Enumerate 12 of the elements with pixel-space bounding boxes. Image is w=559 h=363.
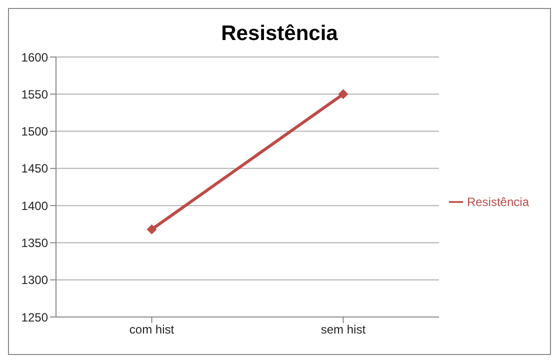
y-tick-label: 1250 (21, 310, 48, 324)
chart-title: Resistência (220, 21, 339, 47)
y-tick-label: 1600 (21, 50, 48, 64)
y-tick-label: 1450 (21, 162, 48, 176)
y-tick-label: 1500 (21, 124, 48, 139)
y-tick-label: 1300 (21, 273, 48, 288)
y-tick-label: 1550 (21, 87, 48, 102)
y-tick-label: 1400 (21, 198, 48, 213)
x-tick-label: com hist (129, 322, 175, 337)
legend-label: Resistência (466, 194, 529, 209)
y-tick-label: 1350 (21, 236, 48, 250)
x-tick-label: sem hist (320, 322, 366, 337)
